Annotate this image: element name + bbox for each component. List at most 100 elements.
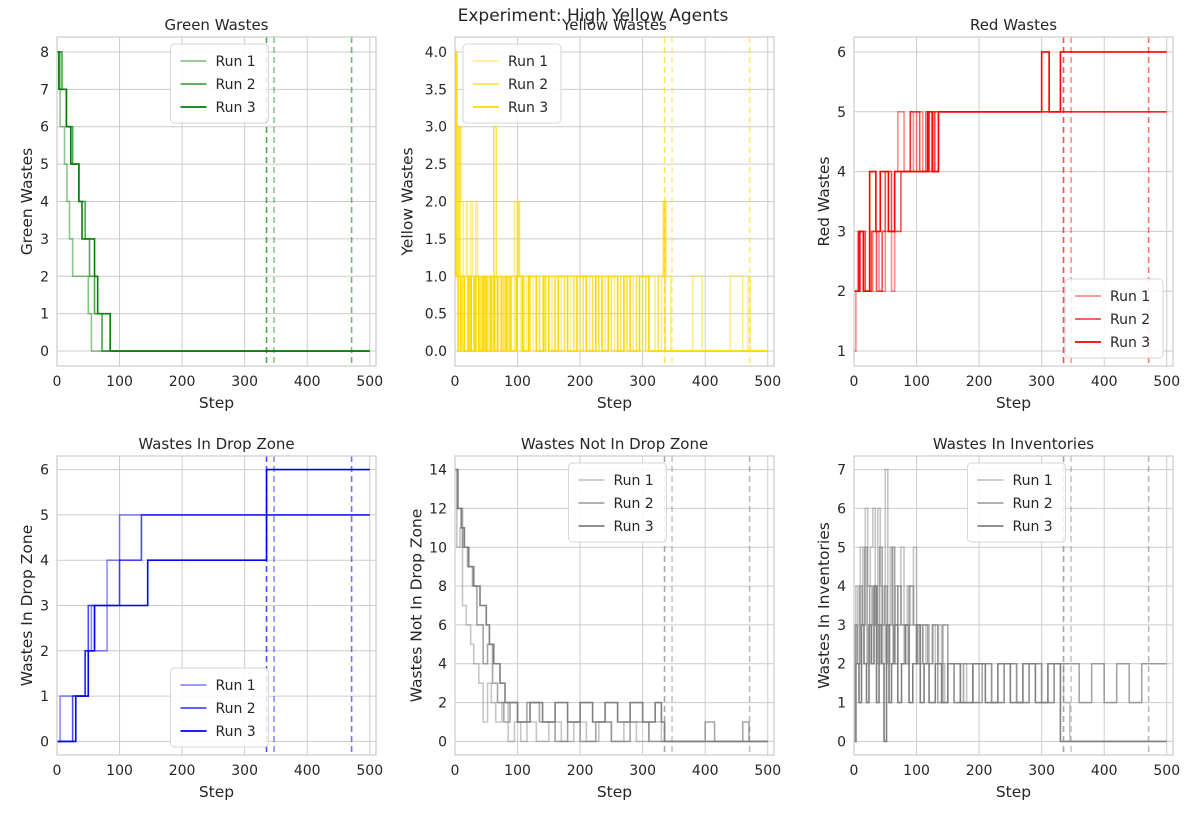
x-tick-label: 300 [1028,763,1055,779]
y-tick-label: 7 [837,463,846,479]
legend-entry: Run 3 [1110,335,1150,351]
x-tick-label: 300 [1028,374,1055,390]
x-tick-label: 400 [294,763,321,779]
legend-box [967,462,1066,543]
chart-panel-4: Wastes In Drop Zone 0 100 200 300 400 500 0 1 2 3 4… [18,435,383,801]
y-tick-label: 1 [40,689,49,705]
legend: Run 1 Run 2 Run 3 [170,667,269,748]
y-tick-label: 2 [40,269,49,285]
y-tick-label: 2 [40,644,49,660]
legend-entry: Run 1 [216,678,256,694]
x-tick-label: 200 [966,763,993,779]
series-line-run-1 [57,51,370,352]
y-axis-label: Yellow Wastes [399,147,417,256]
y-tick-label: 0 [40,734,49,750]
y-axis-label: Wastes In Inventories [815,522,833,689]
legend-entry: Run 3 [216,724,256,740]
x-tick-label: 100 [504,763,531,779]
x-tick-label: 400 [1091,374,1118,390]
x-tick-label: 100 [504,374,531,390]
x-tick-label: 500 [356,763,383,779]
y-tick-label: 3 [40,232,49,248]
x-tick-label: 500 [754,763,781,779]
y-tick-label: 3.5 [425,82,447,98]
x-tick-label: 200 [169,374,196,390]
x-tick-label: 0 [850,763,859,779]
legend-box [568,462,667,543]
x-axis-label: Step [199,394,234,412]
legend-entry: Run 3 [1013,519,1053,535]
y-tick-label: 3.0 [425,120,447,136]
axes-frame [454,36,775,367]
x-tick-label: 200 [567,763,594,779]
legend-box [462,43,562,124]
y-tick-label: 8 [40,45,49,61]
chart-panel-3: Red Wastes 0 100 200 300 400 500 1 2 3 4 5 6 Step Red … [815,16,1180,412]
x-tick-label: 300 [231,374,258,390]
y-tick-label: 6 [837,501,846,517]
legend-entry: Run 3 [508,100,548,116]
legend: Run 1 Run 2 Run 3 [1064,278,1164,359]
y-tick-label: 6 [40,120,49,136]
chart-panel-6: Wastes In Inventories 0 100 200 300 400 500 0 1 2… [815,435,1180,801]
y-axis-label: Wastes Not In Drop Zone [407,509,425,703]
x-tick-label: 200 [966,374,993,390]
y-tick-label: 5 [40,157,49,173]
y-tick-label: 3 [837,618,846,634]
x-axis-label: Step [597,783,632,801]
y-tick-label: 5 [837,105,846,121]
y-tick-label: 8 [438,579,447,595]
y-tick-label: 12 [429,501,447,517]
x-axis-label: Step [199,783,234,801]
series-line-run-3 [57,51,370,352]
legend: Run 1 Run 2 Run 3 [967,462,1066,543]
legend-entry: Run 3 [614,519,654,535]
y-tick-label: 6 [438,618,447,634]
series-line-run-3 [57,468,370,743]
x-tick-label: 100 [903,763,930,779]
series-line-run-2 [854,110,1167,293]
legend-entry: Run 3 [216,100,256,116]
y-tick-label: 1 [837,696,846,712]
chart-panel-2: Yellow Wastes 0 100 200 300 400 500 0.0 0.5 1.0 1.… [399,16,782,412]
legend-entry: Run 2 [1110,312,1150,328]
panel-title: Wastes In Inventories [933,435,1094,453]
x-tick-label: 0 [53,763,62,779]
y-tick-label: 1.5 [425,232,447,248]
chart-panel-1: Green Wastes 0 100 200 300 400 500 0 1 2 3 4 5 6 7 8 Ste… [18,16,383,412]
panel-title: Green Wastes [165,16,269,34]
y-tick-label: 2 [837,657,846,673]
x-axis-label: Step [597,394,632,412]
figure-title: Experiment: High Yellow Agents [457,6,729,26]
y-tick-label: 4 [837,579,846,595]
y-tick-label: 0.5 [425,307,447,323]
x-tick-label: 0 [451,763,460,779]
legend-entry: Run 1 [1013,473,1053,489]
y-tick-label: 5 [40,508,49,524]
x-tick-label: 500 [1153,374,1180,390]
x-tick-label: 200 [169,763,196,779]
chart-panel-5: Wastes Not In Drop Zone 0 100 200 300 400 500 0… [407,435,781,801]
series-line-run-3 [854,51,1167,293]
x-tick-label: 100 [106,374,133,390]
legend: Run 1 Run 2 Run 3 [462,43,562,124]
legend-entry: Run 1 [508,54,548,70]
panel-title: Wastes Not In Drop Zone [521,435,708,453]
series-line-run-3 [455,51,768,352]
y-tick-label: 5 [837,540,846,556]
x-axis-label: Step [996,394,1031,412]
y-tick-label: 1 [40,307,49,323]
axes-frame [853,455,1174,756]
axes-frame [853,36,1174,367]
legend-entry: Run 2 [216,77,256,93]
y-tick-label: 3 [837,224,846,240]
x-tick-label: 300 [231,763,258,779]
x-tick-label: 100 [903,374,930,390]
x-tick-label: 400 [692,763,719,779]
legend-entry: Run 2 [508,77,548,93]
y-tick-label: 2 [837,284,846,300]
legend-entry: Run 1 [614,473,654,489]
panel-title: Wastes In Drop Zone [138,435,294,453]
y-tick-label: 0 [438,734,447,750]
